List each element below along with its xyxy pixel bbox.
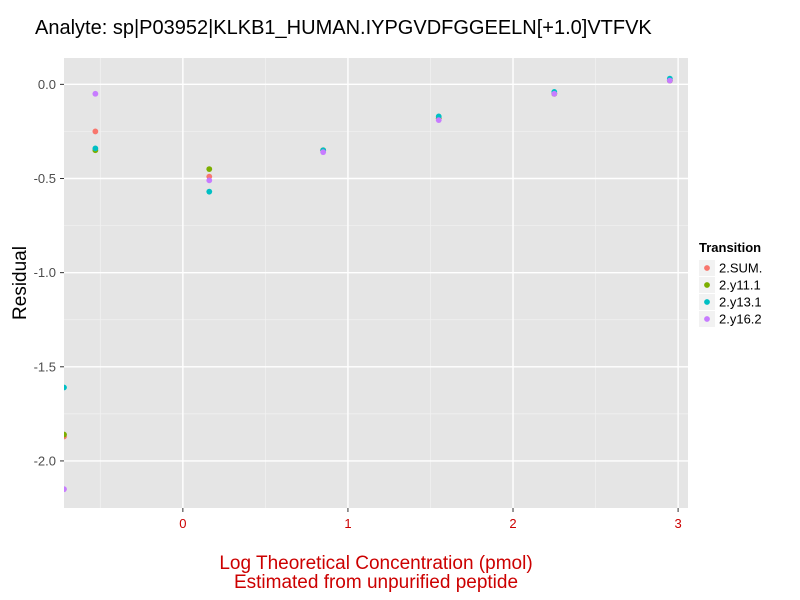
chart-title: Analyte: sp|P03952|KLKB1_HUMAN.IYPGVDFGG… — [35, 17, 652, 39]
data-point-2-y11-1 — [206, 166, 213, 172]
legend: Transition 2.SUM. 2.y11.1 2.y13.1 2.y16.2 — [699, 240, 762, 327]
minor-gridlines — [64, 58, 688, 508]
data-point-2-y16-2 — [64, 486, 67, 493]
x-tick-label: 2 — [509, 516, 516, 531]
legend-title: Transition — [699, 240, 761, 255]
data-point-2-y16-2 — [666, 77, 673, 84]
x-tick-label: 0 — [179, 516, 186, 531]
y-tick-label: -1.0 — [34, 265, 56, 280]
y-tick-label: -1.5 — [34, 359, 56, 374]
legend-key-marker — [704, 282, 710, 288]
data-point-2-y16-2 — [206, 177, 213, 184]
data-point-2-y16-2 — [551, 90, 558, 97]
y-tick-label: -2.0 — [34, 453, 56, 468]
data-point-2-y13-1 — [92, 145, 99, 152]
x-tick-label: 3 — [674, 516, 681, 531]
legend-items: 2.SUM. 2.y11.1 2.y13.1 2.y16.2 — [699, 260, 762, 327]
data-points — [64, 75, 673, 493]
plot-panel — [64, 58, 688, 508]
x-axis-title-line-2: Estimated from unpurified peptide — [234, 572, 518, 593]
axis-ticks: 0 1 2 3 0.0 -0.5 -1.0 -1.5 -2.0 — [34, 77, 682, 531]
legend-label: 2.y13.1 — [719, 295, 762, 310]
y-tick-label: -0.5 — [34, 171, 56, 186]
data-point-2-y11-1 — [64, 431, 67, 438]
legend-label: 2.y11.1 — [719, 278, 761, 293]
legend-key-marker — [704, 265, 710, 271]
legend-key-marker — [704, 299, 710, 305]
y-tick-label: 0.0 — [38, 77, 56, 92]
data-point-2-sum — [92, 128, 99, 135]
data-point-2-y16-2 — [435, 117, 442, 124]
legend-key-marker — [704, 316, 710, 322]
legend-label: 2.SUM. — [719, 261, 762, 276]
data-point-2-y16-2 — [320, 149, 327, 156]
legend-label: 2.y16.2 — [719, 312, 762, 327]
x-tick-label: 1 — [344, 516, 351, 531]
major-gridlines — [64, 58, 688, 508]
data-point-2-y13-1 — [64, 384, 67, 391]
data-point-2-y13-1 — [206, 188, 213, 195]
data-point-2-y16-2 — [92, 90, 99, 97]
y-axis-title: Residual — [10, 246, 31, 320]
x-axis-title-line-1: Log Theoretical Concentration (pmol) — [219, 553, 532, 574]
